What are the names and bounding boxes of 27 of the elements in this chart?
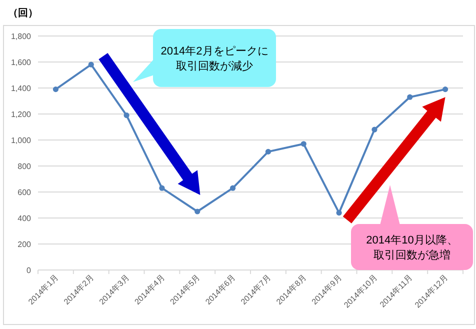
point [88,62,94,68]
point [52,86,59,92]
y-tick-label: 1,200 [10,110,32,119]
point [124,112,130,118]
y-tick-label: 800 [18,162,32,171]
annotation: 取引回数が減少 [176,60,253,72]
annotation: 取引回数が急増 [374,248,450,262]
y-tick-label: 200 [18,240,32,249]
annotation: 2014年10月以降、 [366,234,458,246]
point [265,148,272,154]
y-axis-title: （回） [8,8,38,19]
point [407,94,413,100]
point [442,86,448,92]
point [194,208,200,214]
annotation: 2014年2月をピークに [160,46,268,58]
point [372,126,378,132]
point [159,185,165,191]
y-tick-label: 0 [26,266,32,275]
y-tick-label: 600 [18,188,32,197]
y-tick-label: 1,000 [10,136,32,145]
y-tick-label: 400 [18,214,32,223]
point [300,141,306,147]
y-tick-label: 1,400 [10,84,32,93]
y-tick-label: 1,800 [10,32,32,41]
point [336,210,342,216]
point [230,185,236,191]
y-tick-label: 1,600 [10,58,32,67]
